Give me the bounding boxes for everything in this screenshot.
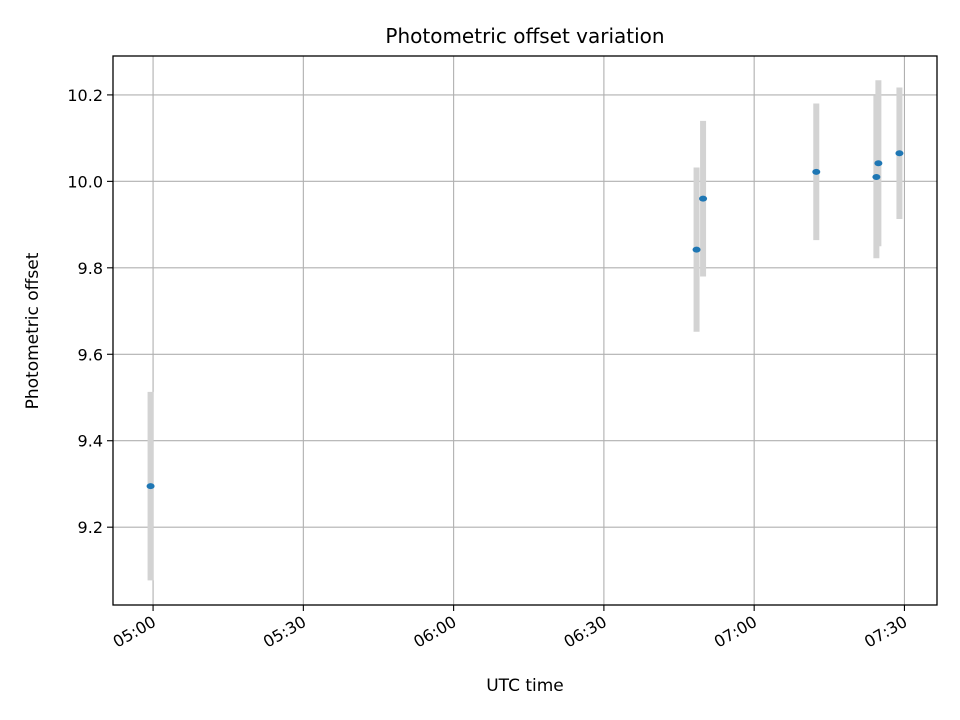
- data-point: [872, 174, 881, 181]
- plot-frame: [112, 55, 938, 606]
- data-point: [895, 150, 904, 157]
- y-tick-label: 9.4: [78, 432, 103, 451]
- x-axis-title: UTC time: [486, 676, 564, 696]
- grid: [113, 56, 937, 605]
- data-point: [812, 168, 821, 175]
- y-tick-label: 9.6: [78, 345, 103, 364]
- data-points: [146, 150, 904, 490]
- data-point: [692, 246, 701, 253]
- y-axis-title: Photometric offset: [23, 252, 43, 409]
- x-tick-label: 05:30: [260, 612, 309, 652]
- y-tick-label: 10.0: [67, 172, 103, 191]
- x-tick-label: 07:00: [711, 612, 760, 652]
- y-axis-ticks: 9.2 9.4 9.6 9.8 10.0 10.2: [67, 86, 113, 537]
- x-tick-label: 06:30: [560, 612, 609, 652]
- chart-title: Photometric offset variation: [385, 24, 664, 48]
- error-bars: [147, 80, 903, 581]
- y-tick-label: 9.2: [78, 518, 103, 537]
- data-point: [874, 160, 883, 167]
- x-axis-ticks: 05:00 05:30 06:00 06:30 07:00 07:30: [110, 605, 910, 652]
- x-tick-label: 05:00: [110, 612, 159, 652]
- y-tick-label: 10.2: [67, 86, 103, 105]
- data-point: [699, 195, 708, 202]
- x-tick-label: 07:30: [861, 612, 910, 652]
- data-point: [146, 483, 155, 490]
- x-tick-label: 06:00: [410, 612, 459, 652]
- y-tick-label: 9.8: [78, 259, 103, 278]
